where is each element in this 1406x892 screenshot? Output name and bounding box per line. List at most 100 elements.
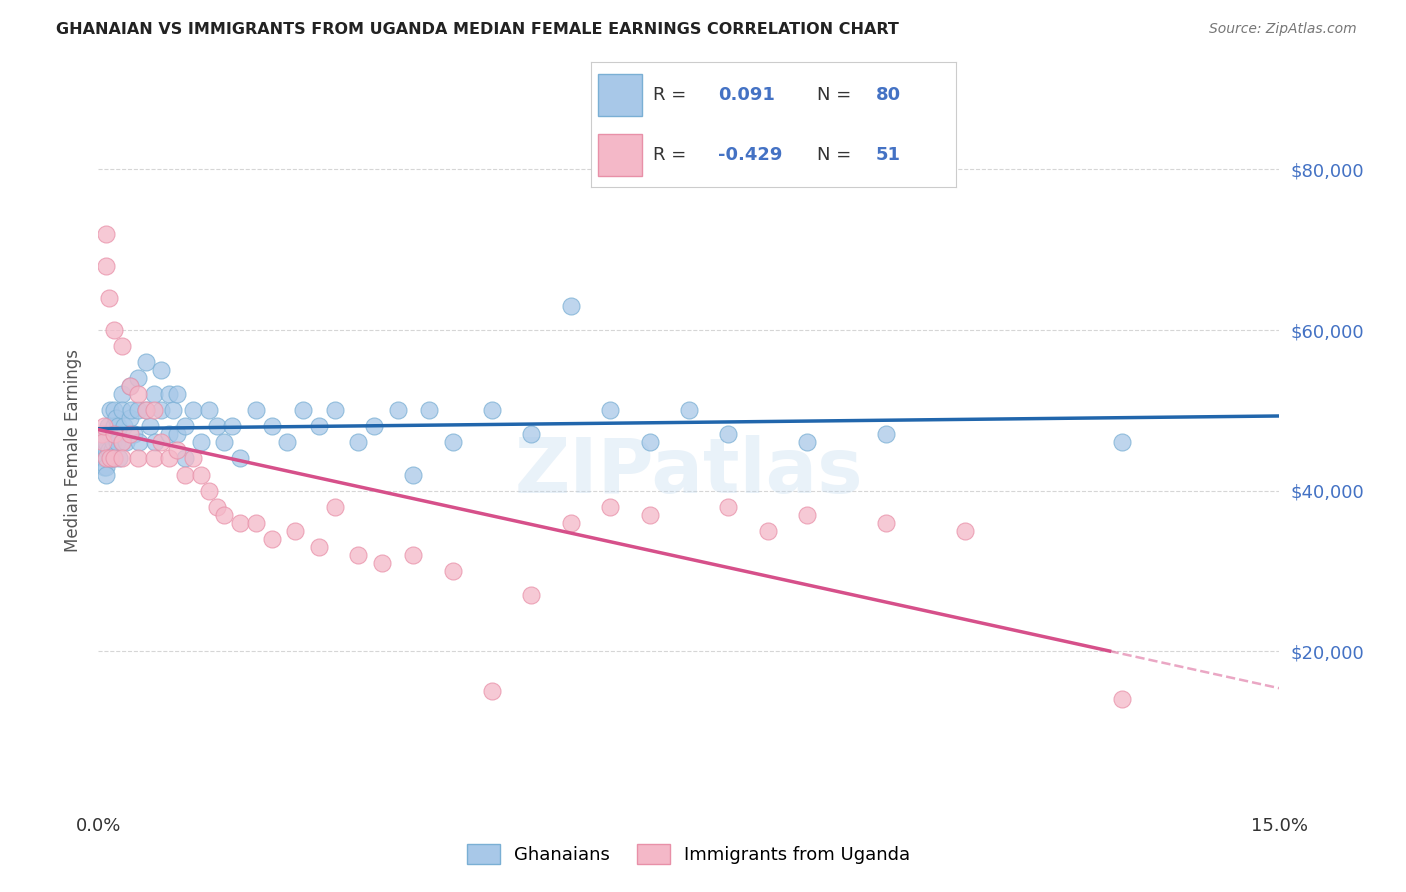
Point — [214, 435, 236, 450]
Point — [441, 564, 464, 578]
Point — [796, 435, 818, 450]
Point — [157, 387, 180, 401]
Point — [190, 467, 212, 482]
Point — [103, 427, 125, 442]
Point — [103, 419, 125, 434]
Point — [875, 516, 897, 530]
Point — [96, 227, 118, 241]
Point — [121, 403, 143, 417]
Point — [245, 516, 267, 530]
Point — [205, 500, 228, 514]
Point — [402, 548, 425, 562]
Point — [111, 435, 134, 450]
Point — [103, 451, 125, 466]
Point — [138, 419, 160, 434]
Point — [292, 403, 315, 417]
Point — [111, 451, 134, 466]
Text: 0.091: 0.091 — [718, 86, 775, 103]
Point — [96, 467, 118, 482]
Point — [98, 451, 121, 466]
Point — [127, 371, 149, 385]
Point — [284, 524, 307, 538]
Point — [135, 355, 157, 369]
Point — [1111, 435, 1133, 450]
Text: N =: N = — [817, 146, 852, 164]
Point — [441, 435, 464, 450]
Text: R =: R = — [652, 146, 686, 164]
Point — [122, 427, 145, 442]
Point — [560, 516, 582, 530]
Point — [104, 411, 127, 425]
Point — [101, 443, 124, 458]
Text: ZIPatlas: ZIPatlas — [515, 435, 863, 509]
Point — [599, 500, 621, 514]
Text: N =: N = — [817, 86, 852, 103]
Point — [245, 403, 267, 417]
Point — [142, 387, 165, 401]
Point — [162, 403, 184, 417]
Point — [91, 443, 114, 458]
Point — [229, 516, 252, 530]
Point — [111, 339, 134, 353]
Point — [363, 419, 385, 434]
Y-axis label: Median Female Earnings: Median Female Earnings — [65, 349, 83, 552]
Point — [97, 419, 120, 434]
Point — [1111, 692, 1133, 706]
Point — [520, 588, 543, 602]
Point — [96, 451, 118, 466]
Point — [387, 403, 409, 417]
Point — [371, 556, 394, 570]
Point — [105, 427, 128, 442]
Point — [115, 435, 138, 450]
Point — [127, 451, 149, 466]
Point — [166, 387, 188, 401]
Text: 80: 80 — [876, 86, 901, 103]
FancyBboxPatch shape — [598, 74, 641, 116]
Point — [260, 532, 283, 546]
Point — [93, 435, 115, 450]
Point — [94, 443, 117, 458]
Text: -0.429: -0.429 — [718, 146, 783, 164]
Point — [308, 540, 330, 554]
Point — [308, 419, 330, 434]
Text: 51: 51 — [876, 146, 901, 164]
Point — [105, 435, 128, 450]
Point — [229, 451, 252, 466]
Legend: Ghanaians, Immigrants from Uganda: Ghanaians, Immigrants from Uganda — [460, 837, 918, 871]
Point — [150, 435, 173, 450]
Point — [166, 427, 188, 442]
Point — [103, 323, 125, 337]
Point — [93, 419, 115, 434]
Point — [157, 451, 180, 466]
Point — [112, 419, 135, 434]
Point — [174, 419, 197, 434]
Point — [157, 427, 180, 442]
Point — [103, 451, 125, 466]
Point — [93, 459, 115, 474]
Point — [103, 403, 125, 417]
Point — [96, 427, 118, 442]
Point — [98, 403, 121, 417]
Point — [96, 459, 118, 474]
Point — [118, 411, 141, 425]
Point — [100, 451, 122, 466]
Point — [97, 443, 120, 458]
Point — [481, 403, 503, 417]
Point — [197, 483, 219, 498]
Point — [111, 387, 134, 401]
Point — [678, 403, 700, 417]
Point — [96, 435, 118, 450]
Point — [143, 435, 166, 450]
Point — [91, 451, 114, 466]
Point — [150, 403, 173, 417]
Point — [91, 435, 114, 450]
Point — [118, 379, 141, 393]
Point — [111, 435, 134, 450]
Point — [98, 427, 121, 442]
Point — [599, 403, 621, 417]
Point — [142, 451, 165, 466]
Point — [127, 387, 149, 401]
Point — [150, 363, 173, 377]
Point — [276, 435, 298, 450]
Point — [260, 419, 283, 434]
